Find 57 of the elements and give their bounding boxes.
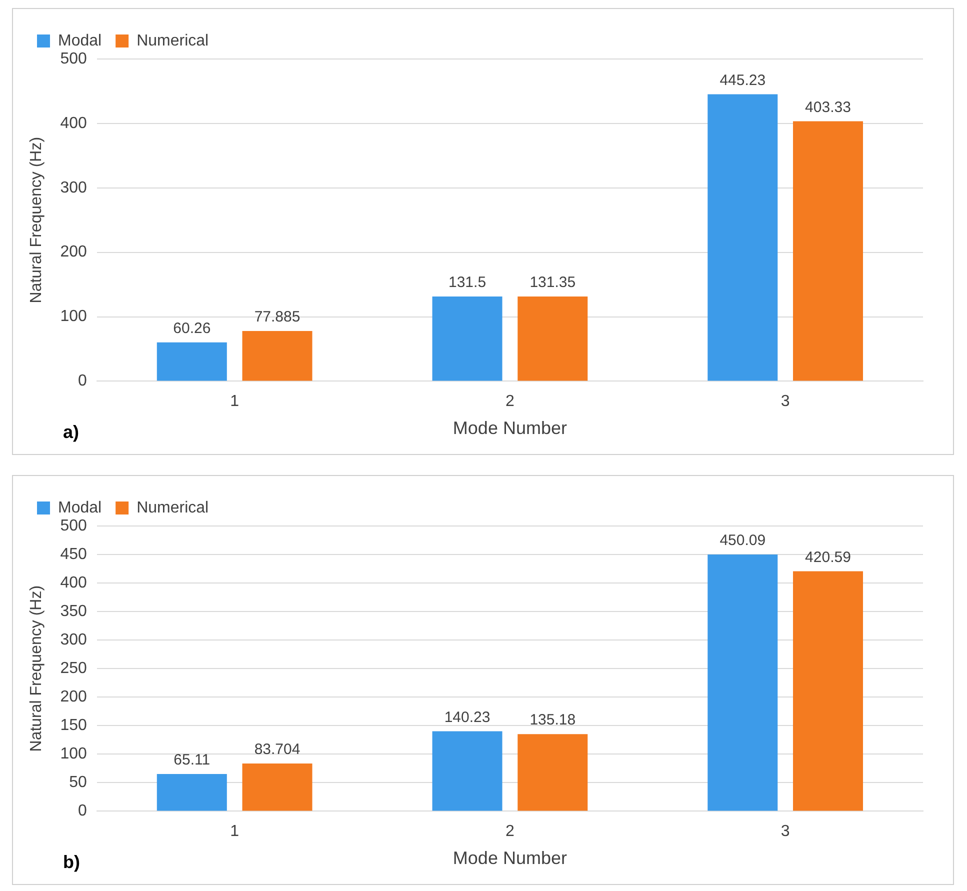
legend-label: Modal [58, 499, 102, 516]
data-label: 403.33 [805, 98, 851, 116]
data-label: 445.23 [720, 72, 766, 89]
y-tick-label: 400 [60, 114, 87, 132]
legend-label: Numerical [136, 32, 209, 50]
data-label: 83.704 [254, 741, 300, 758]
data-label: 420.59 [805, 548, 851, 566]
bar [708, 554, 778, 811]
y-tick-label: 0 [78, 802, 87, 820]
y-tick-label: 200 [60, 244, 87, 261]
y-tick-label: 400 [60, 574, 87, 592]
data-label: 140.23 [444, 708, 490, 726]
y-tick-label: 500 [60, 50, 87, 68]
x-tick-label: 1 [230, 393, 240, 410]
x-tick-label: 3 [780, 393, 790, 410]
bar [242, 331, 312, 381]
y-tick-label: 250 [60, 660, 87, 678]
data-label: 135.18 [530, 712, 576, 729]
data-label: 131.5 [448, 274, 486, 292]
y-tick-label: 100 [60, 746, 87, 763]
y-tick-label: 300 [60, 631, 87, 648]
y-tick-label: 0 [78, 372, 87, 390]
bar [518, 734, 588, 811]
y-tick-label: 150 [60, 717, 87, 734]
bar [708, 94, 778, 381]
bar [518, 296, 588, 381]
data-label: 77.885 [254, 308, 300, 326]
bar [432, 731, 502, 811]
text: a) [63, 422, 80, 442]
x-tick-label: 1 [230, 823, 240, 840]
bar [432, 296, 502, 381]
y-tick-label: 200 [60, 688, 87, 706]
x-axis-title: Mode Number [452, 418, 567, 438]
x-tick-label: 2 [505, 393, 514, 410]
text: b) [63, 852, 80, 872]
y-tick-label: 50 [69, 774, 87, 792]
bar [793, 571, 863, 811]
x-axis-title: Mode Number [452, 848, 567, 868]
y-axis-title: Natural Frequency (Hz) [28, 585, 46, 752]
x-tick-label: 3 [780, 823, 790, 840]
legend-label: Modal [58, 32, 102, 50]
bar [793, 121, 863, 381]
data-label: 450.09 [720, 532, 766, 550]
y-tick-label: 450 [60, 546, 87, 563]
y-tick-label: 500 [60, 517, 87, 534]
y-tick-label: 100 [60, 308, 87, 326]
bar [242, 763, 312, 811]
data-label: 65.11 [174, 752, 210, 769]
data-label: 60.26 [173, 320, 211, 338]
data-label: 131.35 [530, 274, 576, 292]
bar [156, 342, 227, 381]
x-tick-label: 2 [505, 823, 514, 840]
y-axis-title: Natural Frequency (Hz) [28, 136, 46, 304]
bar [156, 774, 227, 811]
y-tick-label: 350 [60, 602, 87, 620]
y-tick-label: 300 [60, 179, 87, 196]
legend-label: Numerical [136, 499, 209, 516]
